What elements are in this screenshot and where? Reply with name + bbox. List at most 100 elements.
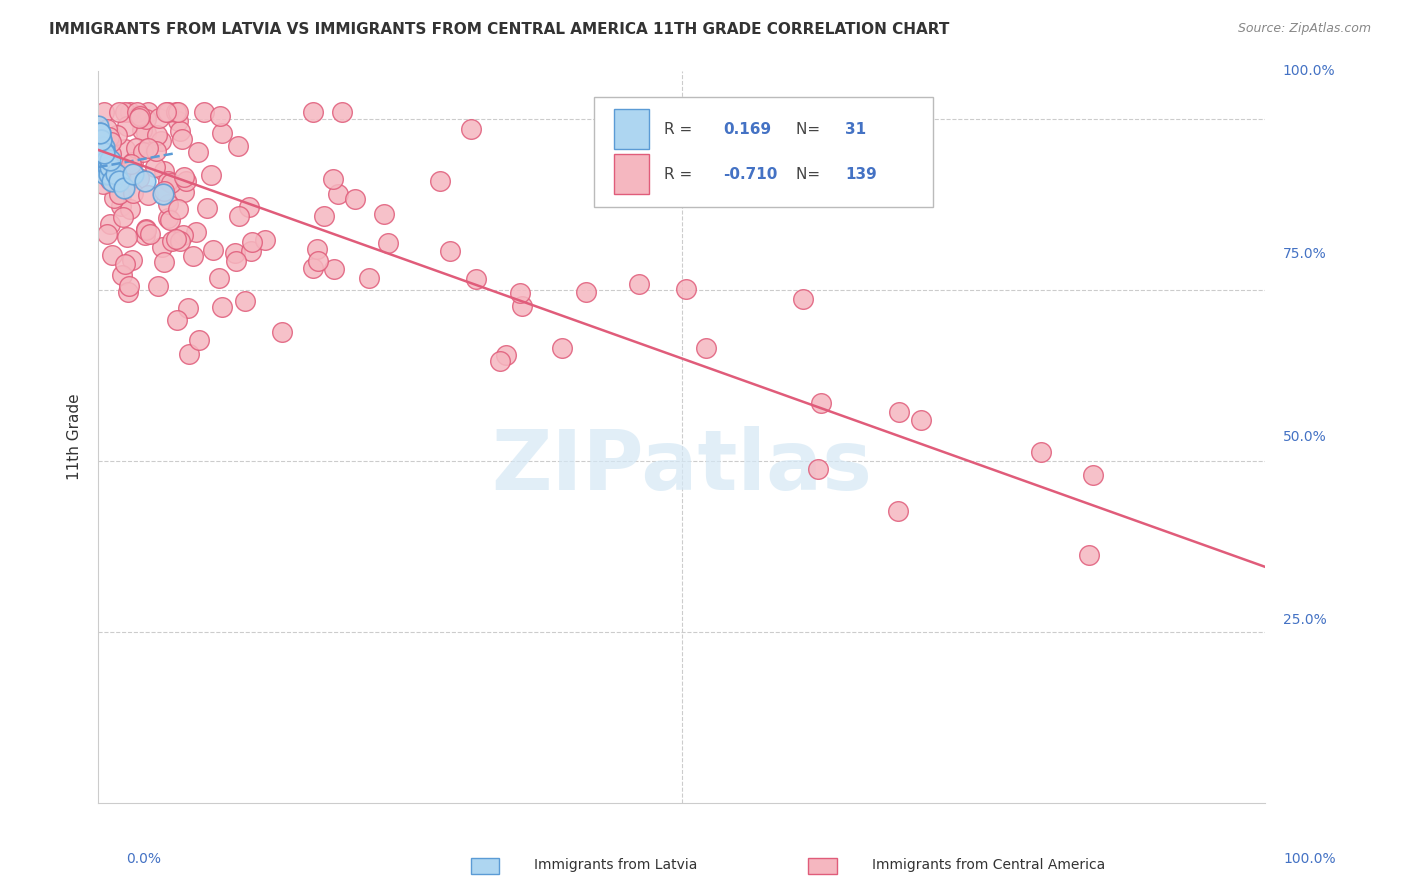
- Point: [148, 278, 170, 293]
- Point: [98, 153, 121, 168]
- Point: [344, 192, 367, 206]
- Point: [165, 105, 187, 120]
- Point: [169, 234, 191, 248]
- Point: [153, 254, 176, 268]
- Point: [159, 176, 181, 190]
- Point: [208, 109, 231, 123]
- Text: 75.0%: 75.0%: [1282, 247, 1327, 261]
- Point: [93, 153, 115, 168]
- Point: [270, 325, 292, 339]
- Point: [551, 341, 574, 355]
- Point: [128, 171, 150, 186]
- Point: [160, 234, 183, 248]
- Point: [377, 235, 399, 250]
- Point: [169, 123, 191, 137]
- Point: [108, 174, 131, 188]
- Point: [195, 201, 218, 215]
- Point: [134, 228, 156, 243]
- Point: [187, 145, 209, 160]
- Point: [98, 130, 121, 145]
- Text: 100.0%: 100.0%: [1282, 64, 1336, 78]
- Point: [97, 167, 120, 181]
- Text: 0.0%: 0.0%: [127, 852, 162, 866]
- Point: [495, 348, 517, 362]
- Point: [100, 147, 122, 161]
- Point: [150, 240, 173, 254]
- Point: [200, 168, 222, 182]
- Point: [208, 271, 231, 285]
- Point: [509, 285, 531, 300]
- Point: [89, 139, 111, 153]
- Point: [166, 313, 188, 327]
- Point: [117, 285, 139, 299]
- Point: [135, 112, 157, 126]
- Point: [167, 105, 190, 120]
- Point: [157, 197, 180, 211]
- Point: [153, 164, 176, 178]
- Point: [112, 180, 135, 194]
- Point: [183, 249, 205, 263]
- Point: [124, 141, 146, 155]
- Point: [225, 254, 247, 268]
- Point: [96, 153, 118, 168]
- FancyBboxPatch shape: [595, 97, 932, 207]
- Point: [135, 126, 157, 140]
- Point: [87, 139, 110, 153]
- Point: [238, 200, 260, 214]
- Point: [117, 230, 139, 244]
- Point: [439, 244, 461, 259]
- Point: [224, 246, 246, 260]
- Point: [172, 228, 194, 243]
- Point: [91, 160, 114, 174]
- Point: [792, 292, 814, 306]
- Point: [166, 202, 188, 217]
- Point: [114, 105, 136, 120]
- Point: [148, 111, 170, 125]
- Point: [132, 145, 155, 159]
- Point: [228, 139, 250, 153]
- Text: 25.0%: 25.0%: [1282, 613, 1327, 627]
- Point: [131, 123, 153, 137]
- Point: [89, 126, 111, 140]
- Point: [110, 187, 132, 202]
- Point: [128, 108, 150, 122]
- Point: [101, 248, 124, 262]
- Point: [460, 122, 482, 136]
- Point: [89, 153, 111, 168]
- Point: [157, 105, 180, 120]
- Point: [156, 211, 179, 226]
- Bar: [614, 154, 650, 194]
- Text: R =: R =: [665, 122, 697, 136]
- Text: N=: N=: [796, 167, 825, 182]
- Point: [97, 160, 120, 174]
- Point: [94, 167, 117, 181]
- Point: [211, 127, 233, 141]
- Point: [173, 185, 195, 199]
- Point: [253, 233, 276, 247]
- Point: [105, 128, 128, 142]
- Point: [110, 199, 132, 213]
- Point: [118, 278, 141, 293]
- Point: [910, 413, 932, 427]
- Point: [136, 187, 159, 202]
- Point: [143, 160, 166, 174]
- Point: [429, 173, 451, 187]
- Point: [302, 105, 325, 120]
- Point: [118, 105, 141, 120]
- Point: [322, 172, 344, 186]
- Point: [111, 268, 134, 283]
- Text: -0.710: -0.710: [723, 167, 778, 182]
- Point: [111, 210, 134, 224]
- Point: [357, 271, 380, 285]
- Text: N=: N=: [796, 122, 825, 136]
- Point: [165, 232, 187, 246]
- Text: 50.0%: 50.0%: [1282, 430, 1327, 444]
- Point: [121, 252, 143, 267]
- Text: Immigrants from Central America: Immigrants from Central America: [872, 858, 1105, 872]
- Point: [174, 174, 197, 188]
- Point: [128, 111, 150, 125]
- Point: [155, 105, 177, 120]
- Point: [96, 227, 118, 241]
- Point: [330, 105, 353, 120]
- Point: [108, 186, 131, 201]
